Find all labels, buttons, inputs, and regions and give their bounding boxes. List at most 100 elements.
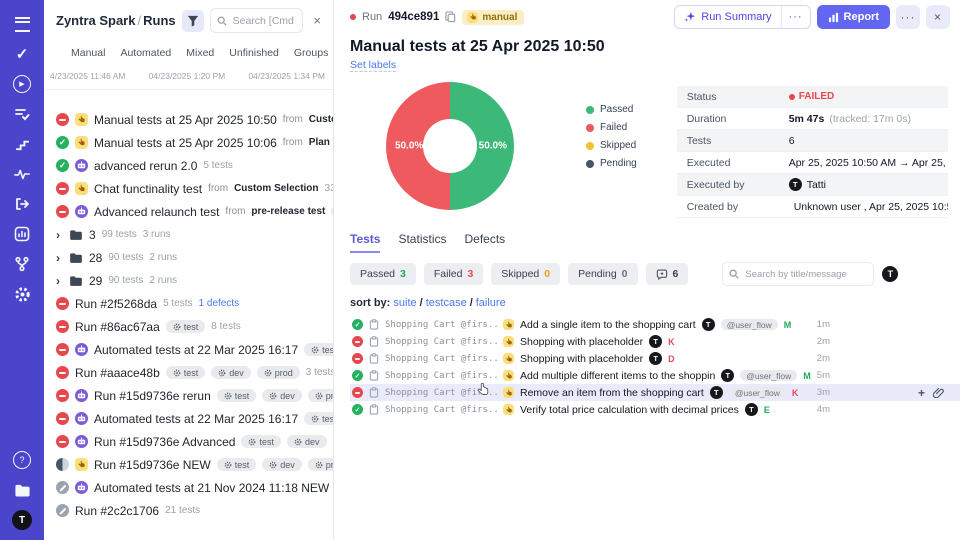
run-list-item[interactable]: Run #86ac67aa test 8 tests bbox=[44, 315, 333, 338]
detail-tab[interactable]: Tests bbox=[350, 232, 381, 253]
copy-icon[interactable] bbox=[445, 11, 456, 23]
test-status-icon bbox=[352, 404, 363, 415]
detail-tab[interactable]: Statistics bbox=[398, 232, 447, 246]
run-list-item[interactable]: › 28 90 tests 2 runs bbox=[44, 246, 333, 269]
run-list-item[interactable]: › 29 90 tests 2 runs bbox=[44, 269, 333, 292]
attachment-icon[interactable] bbox=[933, 387, 944, 398]
environment-badge: test bbox=[241, 435, 281, 448]
user-avatar[interactable]: T bbox=[12, 510, 32, 530]
run-defects-link[interactable]: 1 defects bbox=[198, 298, 240, 309]
test-type-icon bbox=[503, 319, 514, 330]
run-list-item[interactable]: Run #aaace48b test dev bbox=[44, 361, 333, 384]
test-suite-label[interactable]: Shopping Cart @firs... bbox=[385, 353, 497, 364]
requirements-icon[interactable] bbox=[12, 194, 32, 214]
test-result-row[interactable]: Shopping Cart @firs... Shopping with pla… bbox=[350, 333, 960, 350]
test-suite-label[interactable]: Shopping Cart @firs... bbox=[385, 404, 497, 415]
legend-item[interactable]: Passed bbox=[586, 104, 637, 115]
test-result-row[interactable]: Shopping Cart @firs... Add a single item… bbox=[350, 316, 960, 333]
run-list-item[interactable]: Advanced relaunch test from pre-release … bbox=[44, 200, 333, 223]
runs-tab[interactable]: Groups bbox=[293, 47, 329, 59]
report-button[interactable]: Report bbox=[816, 5, 890, 29]
runs-tab[interactable]: Manual bbox=[71, 47, 106, 59]
run-list-item[interactable]: Run #15d9736e rerun test dev bbox=[44, 384, 333, 407]
run-list-item[interactable]: Run #15d9736e Advanced test dev bbox=[44, 430, 333, 453]
run-type-icon bbox=[75, 182, 88, 195]
run-list-item[interactable]: Automated tests at 22 Mar 2025 16:17 tes… bbox=[44, 407, 333, 430]
sort-by-suite-link[interactable]: suite bbox=[393, 297, 417, 309]
legend-item[interactable]: Skipped bbox=[586, 140, 637, 151]
run-tests-count: 21 tests bbox=[165, 505, 201, 516]
run-list-item[interactable]: Run #2c2c1706 21 tests bbox=[44, 499, 333, 522]
checks-icon[interactable]: ✓ bbox=[15, 46, 29, 63]
run-list-item[interactable]: Chat functinality test from Custom Selec… bbox=[44, 177, 333, 200]
test-title[interactable]: Add multiple different items to the shop… bbox=[520, 369, 716, 382]
panel-close-button[interactable]: × bbox=[313, 13, 321, 28]
activity-icon[interactable] bbox=[12, 164, 32, 184]
legend-item[interactable]: Pending bbox=[586, 158, 637, 169]
legend-item[interactable]: Failed bbox=[586, 122, 637, 133]
run-list-item[interactable]: Automated tests at 21 Nov 2024 11:18 NEW… bbox=[44, 476, 333, 499]
test-duration: 2m bbox=[816, 336, 830, 347]
assignee-avatar: T bbox=[649, 335, 663, 348]
run-list-item[interactable]: › 3 99 tests 3 runs bbox=[44, 223, 333, 246]
assignee-filter-avatar[interactable]: T bbox=[882, 266, 899, 282]
test-result-row[interactable]: Shopping Cart @firs... Shopping with pla… bbox=[350, 350, 960, 367]
detail-tab[interactable]: Defects bbox=[464, 232, 506, 246]
test-suite-label[interactable]: Shopping Cart @firs... bbox=[385, 370, 497, 381]
filter-button[interactable] bbox=[181, 9, 204, 32]
run-list-item[interactable]: Run #2f5268da 5 tests 1 defects bbox=[44, 292, 333, 315]
run-list-item[interactable]: advanced rerun 2.0 5 tests bbox=[44, 154, 333, 177]
run-summary-more-button[interactable]: ··· bbox=[788, 11, 803, 23]
test-suite-label[interactable]: Shopping Cart @firs... bbox=[385, 387, 497, 398]
run-list-item[interactable]: Run #15d9736e NEW test dev bbox=[44, 453, 333, 476]
runs-search-input[interactable] bbox=[230, 13, 297, 28]
test-title[interactable]: Shopping with placeholder bbox=[520, 352, 644, 365]
status-filter-chip[interactable]: Skipped 0 bbox=[491, 263, 561, 285]
test-cases-icon[interactable] bbox=[12, 104, 32, 124]
set-labels-link[interactable]: Set labels bbox=[350, 59, 397, 72]
runs-search[interactable] bbox=[209, 8, 304, 33]
test-title[interactable]: Add a single item to the shopping cart bbox=[520, 318, 696, 331]
test-title[interactable]: Shopping with placeholder bbox=[520, 335, 644, 348]
tests-search-input[interactable] bbox=[743, 267, 868, 281]
breadcrumb-project[interactable]: Zyntra Spark bbox=[56, 13, 136, 28]
tests-search[interactable] bbox=[722, 262, 875, 286]
runs-tab[interactable]: Automated bbox=[120, 47, 172, 59]
sort-by-failure-link[interactable]: failure bbox=[475, 297, 506, 309]
test-suite-label[interactable]: Shopping Cart @firs... bbox=[385, 319, 497, 330]
run-list-item[interactable]: Manual tests at 25 Apr 2025 10:06 from P… bbox=[44, 131, 333, 154]
test-title[interactable]: Remove an item from the shopping cart bbox=[520, 386, 704, 399]
more-actions-button[interactable]: ··· bbox=[896, 5, 920, 29]
test-title[interactable]: Verify total price calculation with deci… bbox=[520, 403, 739, 416]
menu-icon[interactable] bbox=[12, 14, 32, 34]
integrations-branch-icon[interactable] bbox=[12, 254, 32, 274]
comments-filter-chip[interactable]: 6 bbox=[645, 263, 689, 285]
chevron-right-icon[interactable]: › bbox=[56, 227, 60, 242]
timeline-dates: 4/23/2025 11:46 AM 04/23/2025 1:20 PM 04… bbox=[44, 61, 333, 90]
projects-folder-icon[interactable] bbox=[12, 480, 32, 500]
run-summary-button[interactable]: Run Summary ··· bbox=[674, 5, 811, 29]
run-title: Run #15d9736e NEW bbox=[94, 457, 211, 472]
test-result-row[interactable]: Shopping Cart @firs... Remove an item fr… bbox=[350, 384, 960, 401]
test-result-row[interactable]: Shopping Cart @firs... Add multiple diff… bbox=[350, 367, 960, 384]
chevron-right-icon[interactable]: › bbox=[56, 250, 60, 265]
milestones-icon[interactable] bbox=[12, 134, 32, 154]
chevron-right-icon[interactable]: › bbox=[56, 273, 60, 288]
status-filter-chip[interactable]: Failed 3 bbox=[423, 263, 484, 285]
run-title-heading: Manual tests at 25 Apr 2025 10:50 bbox=[350, 38, 605, 55]
add-result-button[interactable]: + bbox=[917, 385, 925, 400]
run-list-item[interactable]: Automated tests at 22 Mar 2025 16:17 tes… bbox=[44, 338, 333, 361]
settings-gear-icon[interactable] bbox=[12, 284, 32, 304]
runs-tab[interactable]: Mixed bbox=[186, 47, 215, 59]
test-result-row[interactable]: Shopping Cart @firs... Verify total pric… bbox=[350, 401, 960, 418]
reports-icon[interactable] bbox=[12, 224, 32, 244]
test-suite-label[interactable]: Shopping Cart @firs... bbox=[385, 336, 497, 347]
status-filter-chip[interactable]: Pending 0 bbox=[568, 263, 638, 285]
run-play-icon[interactable]: ▶ bbox=[12, 74, 32, 94]
close-run-button[interactable]: × bbox=[926, 5, 950, 29]
help-icon[interactable]: ? bbox=[12, 450, 32, 470]
runs-tab[interactable]: Unfinished bbox=[229, 47, 279, 59]
sort-by-testcase-link[interactable]: testcase bbox=[425, 297, 467, 309]
status-filter-chip[interactable]: Passed 3 bbox=[350, 263, 416, 285]
run-list-item[interactable]: Manual tests at 25 Apr 2025 10:50 from C… bbox=[44, 108, 333, 131]
